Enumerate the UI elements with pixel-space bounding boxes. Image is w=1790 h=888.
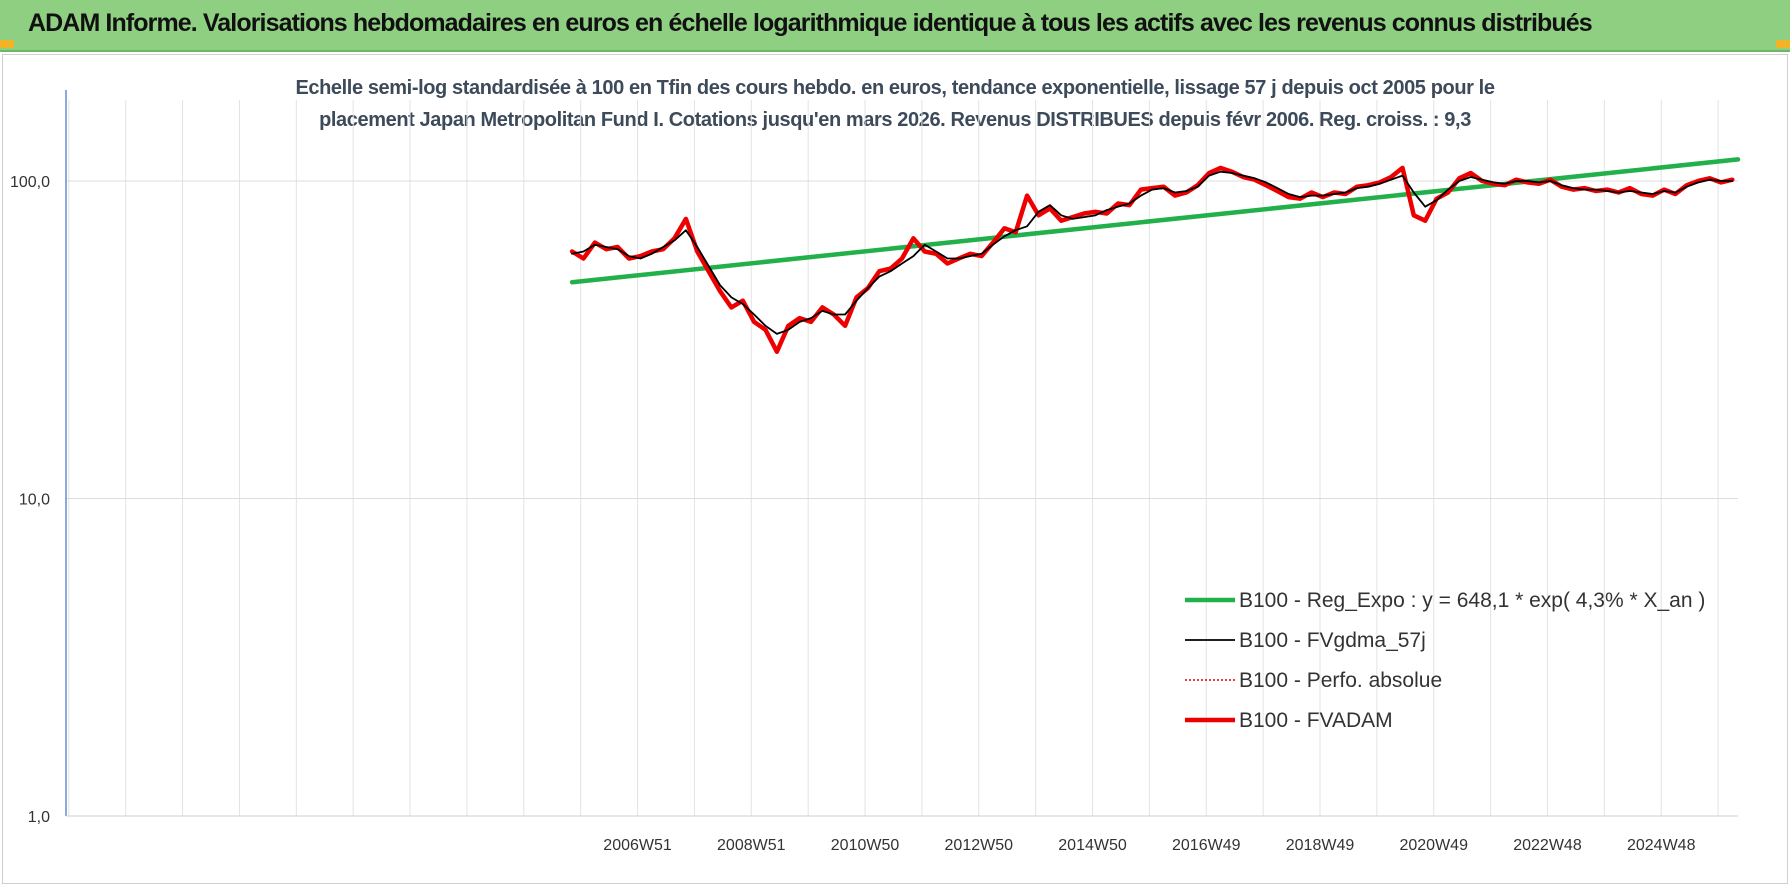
page-title: ADAM Informe. Valorisations hebdomadaire… bbox=[28, 9, 1593, 37]
chart-title-line-2: placement Japan Metropolitan Fund I. Cot… bbox=[319, 109, 1471, 131]
x-tick-label: 2022W48 bbox=[1513, 837, 1582, 854]
y-tick-label: 100,0 bbox=[10, 174, 50, 191]
x-tick-label: 2018W49 bbox=[1286, 837, 1355, 854]
x-tick-label: 2008W51 bbox=[717, 837, 786, 854]
y-tick-label: 10,0 bbox=[19, 492, 50, 509]
x-tick-label: 2016W49 bbox=[1172, 837, 1241, 854]
legend-label-3: B100 - FVADAM bbox=[1239, 709, 1393, 732]
chart-title-line-1: Echelle semi-log standardisée à 100 en T… bbox=[295, 77, 1495, 99]
corner-marker-right bbox=[1776, 40, 1790, 48]
legend: B100 - Reg_Expo : y = 648,1 * exp( 4,3% … bbox=[1185, 589, 1705, 732]
x-tick-label: 2012W50 bbox=[945, 837, 1014, 854]
x-tick-label: 2006W51 bbox=[603, 837, 672, 854]
legend-label-0: B100 - Reg_Expo : y = 648,1 * exp( 4,3% … bbox=[1239, 589, 1705, 612]
series-line-3 bbox=[569, 165, 1735, 354]
corner-marker-left bbox=[0, 40, 14, 48]
series-lines bbox=[569, 157, 1741, 354]
x-tick-label: 2024W48 bbox=[1627, 837, 1696, 854]
series-line-0 bbox=[569, 157, 1741, 285]
series-line-1 bbox=[571, 170, 1734, 335]
x-tick-label: 2014W50 bbox=[1058, 837, 1127, 854]
y-tick-label: 1,0 bbox=[28, 809, 50, 826]
x-tick-label: 2020W49 bbox=[1399, 837, 1468, 854]
header-banner: ADAM Informe. Valorisations hebdomadaire… bbox=[0, 0, 1790, 52]
grid-lines bbox=[66, 100, 1738, 817]
x-tick-label: 2010W50 bbox=[831, 837, 900, 854]
chart-frame bbox=[2, 54, 1788, 884]
axes: 1,0 10,0 100,0 2006W51 2008W51 2010W50 2012W50… bbox=[10, 90, 1738, 854]
legend-label-2: B100 - Perfo. absolue bbox=[1239, 669, 1442, 692]
legend-label-1: B100 - FVgdma_57j bbox=[1239, 629, 1426, 652]
